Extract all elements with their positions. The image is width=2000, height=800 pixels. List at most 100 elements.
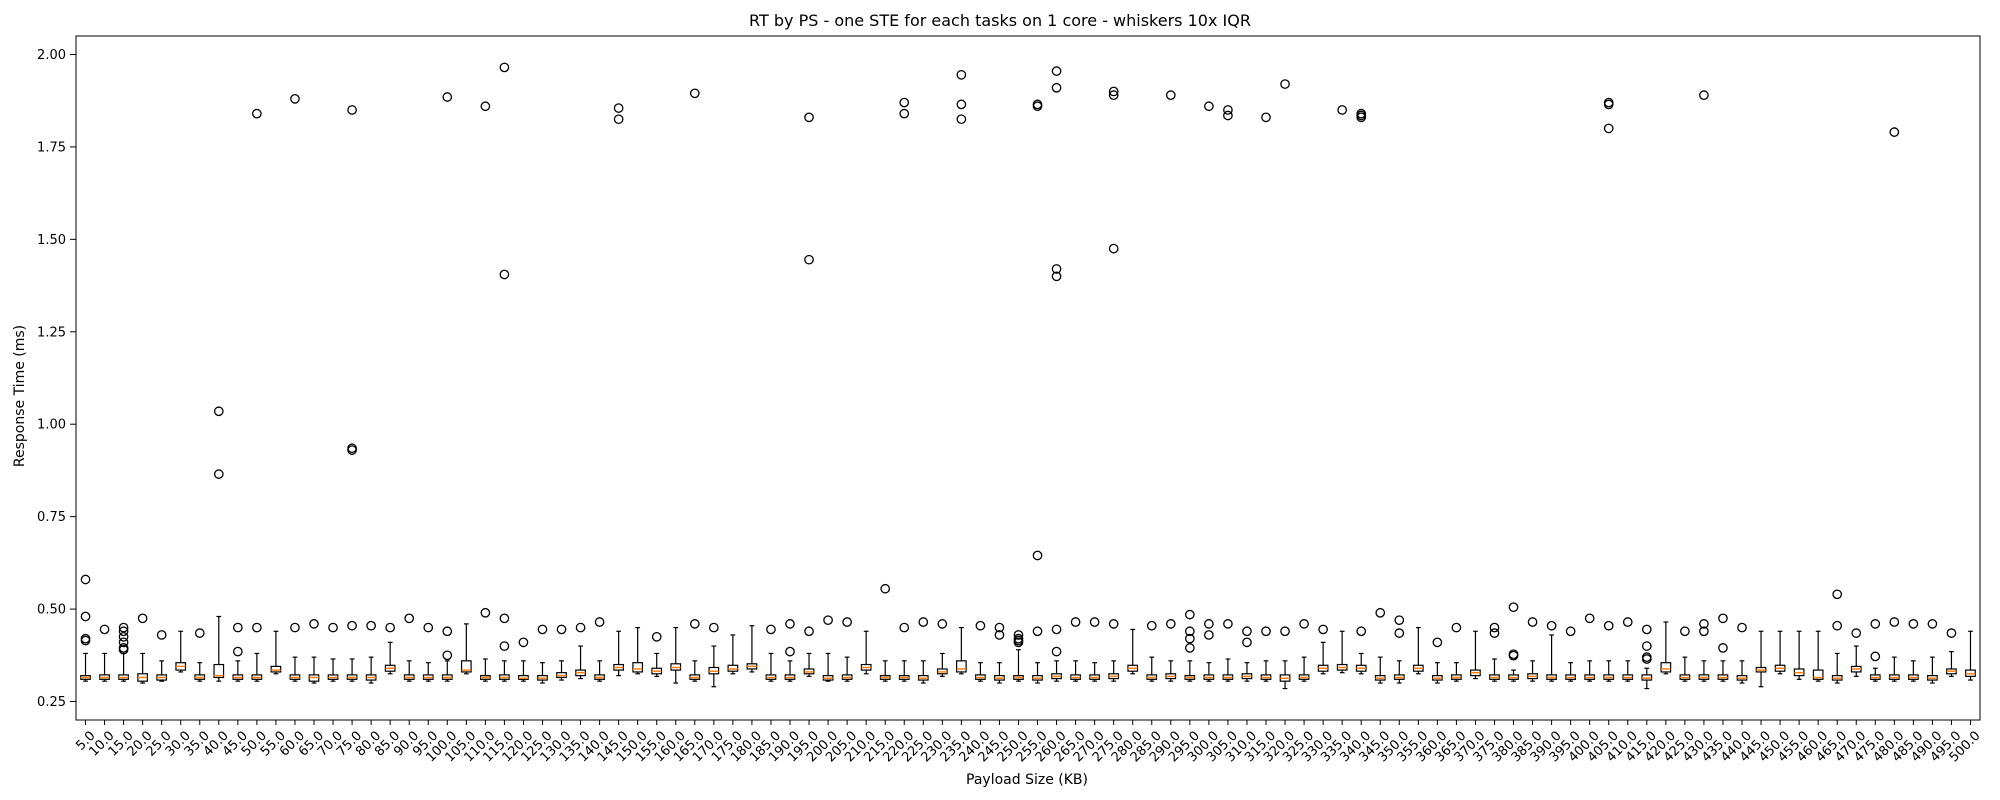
box bbox=[460, 660, 472, 673]
flier-point bbox=[1108, 86, 1119, 97]
flier-point bbox=[918, 617, 929, 627]
flier-point bbox=[1261, 112, 1271, 123]
flier-point bbox=[1870, 619, 1881, 629]
flier-point bbox=[1394, 615, 1405, 626]
flier-point bbox=[1184, 626, 1195, 637]
flier-point bbox=[290, 622, 300, 633]
flier-point bbox=[1280, 626, 1290, 637]
flier-point bbox=[899, 108, 910, 119]
flier-point bbox=[823, 615, 833, 626]
flier-point bbox=[1699, 619, 1709, 629]
flier-point bbox=[232, 646, 243, 657]
flier-point bbox=[1641, 654, 1652, 664]
flier-point bbox=[899, 97, 910, 108]
flier-point bbox=[937, 619, 948, 629]
flier-point bbox=[1280, 79, 1290, 89]
flier-point bbox=[118, 622, 129, 633]
flier-point bbox=[556, 624, 567, 635]
box bbox=[955, 660, 967, 673]
flier-point bbox=[404, 613, 415, 624]
flier-point bbox=[1051, 82, 1062, 93]
flier-point bbox=[1718, 613, 1728, 624]
y-tick-label: 1.25 bbox=[37, 325, 66, 340]
flier-point bbox=[252, 622, 262, 633]
flier-point bbox=[1146, 620, 1157, 631]
flier-point bbox=[1032, 101, 1043, 112]
flier-point bbox=[118, 626, 129, 637]
flier-point bbox=[956, 114, 967, 125]
flier-point bbox=[1603, 99, 1614, 110]
flier-point bbox=[328, 622, 338, 633]
flier-point bbox=[194, 628, 205, 638]
flier-point bbox=[1832, 589, 1843, 600]
y-axis-label: Response Time (ms) bbox=[12, 325, 28, 467]
flier-point bbox=[1489, 622, 1500, 633]
flier-point bbox=[1908, 619, 1919, 629]
flier-point bbox=[1680, 626, 1690, 637]
flier-point bbox=[1261, 626, 1271, 637]
flier-point bbox=[1489, 628, 1500, 638]
flier-point bbox=[1508, 602, 1519, 613]
flier-point bbox=[347, 445, 357, 455]
flier-point bbox=[480, 607, 491, 618]
flier-point bbox=[156, 630, 167, 640]
y-tick-label: 2.00 bbox=[37, 48, 66, 63]
flier-point bbox=[1070, 617, 1081, 627]
flier-point bbox=[1204, 630, 1214, 640]
flier-point bbox=[1223, 619, 1233, 629]
flier-point bbox=[804, 112, 814, 123]
flier-point bbox=[1946, 628, 1957, 638]
flier-point bbox=[309, 619, 319, 629]
flier-point bbox=[80, 574, 91, 585]
flier-point bbox=[1584, 613, 1595, 624]
flier-point bbox=[213, 469, 224, 479]
flier-point bbox=[1223, 110, 1233, 121]
flier-point bbox=[785, 619, 795, 629]
flier-point bbox=[1356, 626, 1367, 637]
flier-point bbox=[613, 103, 624, 113]
flier-point bbox=[1889, 617, 1900, 627]
flier-point bbox=[1223, 105, 1233, 115]
flier-point bbox=[80, 635, 91, 646]
flier-point bbox=[480, 101, 491, 112]
y-tick-label: 1.75 bbox=[37, 140, 66, 155]
box bbox=[1812, 669, 1824, 680]
flier-point bbox=[1451, 622, 1462, 633]
axes-frame bbox=[75, 35, 1981, 721]
flier-point bbox=[1832, 620, 1843, 631]
y-tick-label: 0.75 bbox=[37, 510, 66, 525]
box bbox=[1660, 662, 1672, 673]
flier-point bbox=[1641, 641, 1652, 651]
flier-point bbox=[994, 622, 1005, 633]
flier-point bbox=[1565, 626, 1576, 637]
flier-point bbox=[499, 641, 510, 651]
flier-point bbox=[1204, 101, 1214, 112]
flier-point bbox=[1051, 66, 1062, 76]
flier-point bbox=[1508, 650, 1519, 661]
y-tick-label: 1.50 bbox=[37, 233, 66, 248]
flier-point bbox=[118, 631, 129, 642]
flier-point bbox=[385, 622, 396, 633]
flier-point bbox=[442, 650, 453, 661]
x-axis-label: Payload Size (KB) bbox=[966, 772, 1088, 788]
flier-point bbox=[880, 583, 891, 594]
chart-title: RT by PS - one STE for each tasks on 1 c… bbox=[749, 11, 1251, 30]
flier-point bbox=[518, 637, 529, 648]
y-tick-label: 0.25 bbox=[37, 695, 66, 710]
flier-point bbox=[613, 114, 624, 125]
flier-point bbox=[899, 622, 910, 633]
flier-point bbox=[232, 622, 243, 633]
flier-point bbox=[804, 626, 814, 637]
flier-point bbox=[1622, 617, 1633, 627]
flier-point bbox=[1927, 619, 1938, 629]
flier-point bbox=[956, 99, 967, 110]
flier-point bbox=[80, 611, 91, 622]
flier-point bbox=[1889, 127, 1900, 137]
flier-point bbox=[1184, 633, 1195, 644]
flier-point bbox=[1108, 90, 1119, 101]
flier-point bbox=[1641, 624, 1652, 635]
flier-point bbox=[651, 631, 662, 642]
flier-point bbox=[423, 622, 434, 633]
flier-point bbox=[1051, 271, 1062, 282]
flier-point bbox=[1108, 619, 1119, 629]
